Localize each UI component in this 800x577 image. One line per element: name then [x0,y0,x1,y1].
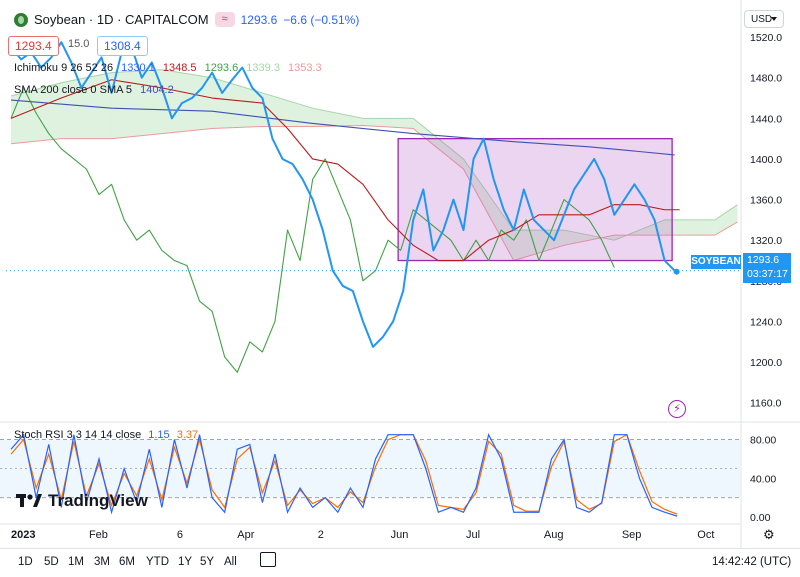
series-line-ichimoku-chikou [10,87,615,373]
timeframe-6m[interactable]: 6M [119,556,135,568]
sma-value: 1404.2 [140,84,174,96]
timeframe-5y[interactable]: 5Y [200,556,215,568]
x-tick-label: Jun [391,529,409,541]
y-tick-label: 1240.0 [750,316,782,328]
settings-gear-icon[interactable]: ⚙ [763,527,775,542]
y-tick-label: 1200.0 [750,357,782,369]
x-tick-label: 2023 [11,529,35,541]
timeframe-1d[interactable]: 1D [18,556,33,568]
x-tick-label: Jul [466,529,480,541]
y-tick-label: 1480.0 [750,73,782,85]
ichimoku-cloud-segment [111,69,162,139]
ichimoku-cloud-segment [262,92,313,127]
stoch-k-value: 1.15 [148,429,170,441]
highlight-rectangle [397,137,673,262]
timeframe-3m[interactable]: 3M [94,556,110,568]
timeframe-ytd[interactable]: YTD [146,556,169,568]
stoch-rsi-legend[interactable]: Stoch RSI 3 3 14 14 close 1.15 3.37 [14,429,198,441]
y-tick-label: 1320.0 [750,235,782,247]
lightning-icon[interactable]: ⚡ [668,400,686,418]
stoch-y-tick-label: 0.00 [750,512,771,524]
y-tick-label: 1160.0 [750,398,781,410]
timeframe-1m[interactable]: 1M [68,556,84,568]
sell-button[interactable]: 1293.4 [8,36,59,56]
ichimoku-cloud-segment [664,219,715,236]
buy-button[interactable]: 1308.4 [97,36,148,56]
spread-value: 15.0 [68,38,90,50]
tradingview-logo-icon [16,494,42,507]
watermark-text: TradingView [48,491,148,510]
x-tick-label: Aug [544,529,564,541]
x-tick-label: Apr [237,529,254,541]
clock-display: 14:42:42 (UTC) [712,556,792,568]
stoch-y-tick-label: 80.00 [750,435,776,447]
calendar-icon[interactable] [260,552,276,567]
stoch-d-value: 3.37 [176,429,199,441]
ichimoku-legend[interactable]: Ichimoku 9 26 52 26 1330.1 1348.5 1293.6… [14,62,322,74]
symbol-legend: Soybean · 1D · CAPITALCOM ≈ 1293.6 −6.6 … [14,12,359,27]
stoch-name: Stoch RSI 3 3 14 14 close [14,429,142,441]
x-tick-label: 2 [318,529,324,541]
soybean-logo-icon [14,12,28,27]
bottom-toolbar [0,548,800,577]
x-tick-label: Oct [697,529,714,541]
symbol-price-tag: SOYBEAN [691,255,741,269]
ichimoku-value-conversion: 1330.1 [121,62,155,74]
ichimoku-value-lead2: 1353.3 [288,62,322,74]
ichimoku-lead-a-line [10,69,738,241]
stoch-y-tick-label: 40.00 [750,473,776,485]
chart-background [0,0,800,548]
timeframe-5d[interactable]: 5D [44,556,59,568]
ichimoku-cloud-segment [564,230,615,246]
ichimoku-cloud-segment [714,204,738,236]
x-tick-label: Feb [89,529,108,541]
y-tick-label: 1440.0 [750,113,782,125]
symbol-title[interactable]: Soybean · 1D · CAPITALCOM [34,12,209,27]
last-price: 1293.6 [240,12,278,27]
ichimoku-cloud-segment [312,108,363,127]
price-change: −6.6 (−0.51%) [283,12,360,27]
tradingview-watermark: TradingView [16,491,148,511]
x-tick-label: 6 [177,529,183,541]
wave-icon[interactable]: ≈ [214,12,235,27]
ichimoku-value-lagging: 1293.6 [204,62,239,74]
ichimoku-value-base: 1348.5 [162,62,197,74]
ichimoku-cloud-segment [413,118,464,170]
y-tick-label: 1520.0 [750,32,782,44]
last-price-dot [673,268,680,275]
stoch-line-k [10,432,678,517]
y-tick-label: 1400.0 [750,154,782,166]
ichimoku-value-lead1: 1339.3 [246,62,280,74]
currency-select[interactable]: USD [744,10,784,28]
x-tick-label: Sep [622,529,642,541]
timeframe-1y[interactable]: 1Y [178,556,193,568]
tag-price-value: 1293.6 [747,254,780,266]
last-price-tag: 1293.6 03:37:17 [743,253,791,283]
bar-countdown: 03:37:17 [747,268,788,280]
sma-name: SMA 200 close 0 SMA 5 [14,84,133,96]
timeframe-all[interactable]: All [224,556,237,568]
ichimoku-lead-b-line [10,124,738,262]
sma-legend[interactable]: SMA 200 close 0 SMA 5 1404.2 [14,84,174,96]
series-line-sma [10,99,675,156]
y-tick-label: 1360.0 [750,195,782,207]
ichimoku-name: Ichimoku 9 26 52 26 [14,62,114,74]
